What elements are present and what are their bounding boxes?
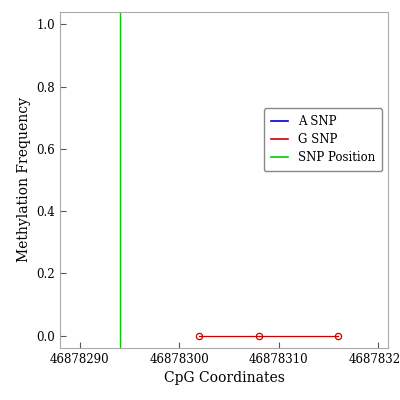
Legend: A SNP, G SNP, SNP Position: A SNP, G SNP, SNP Position [264,108,382,171]
Y-axis label: Methylation Frequency: Methylation Frequency [17,98,31,262]
X-axis label: CpG Coordinates: CpG Coordinates [164,372,284,386]
